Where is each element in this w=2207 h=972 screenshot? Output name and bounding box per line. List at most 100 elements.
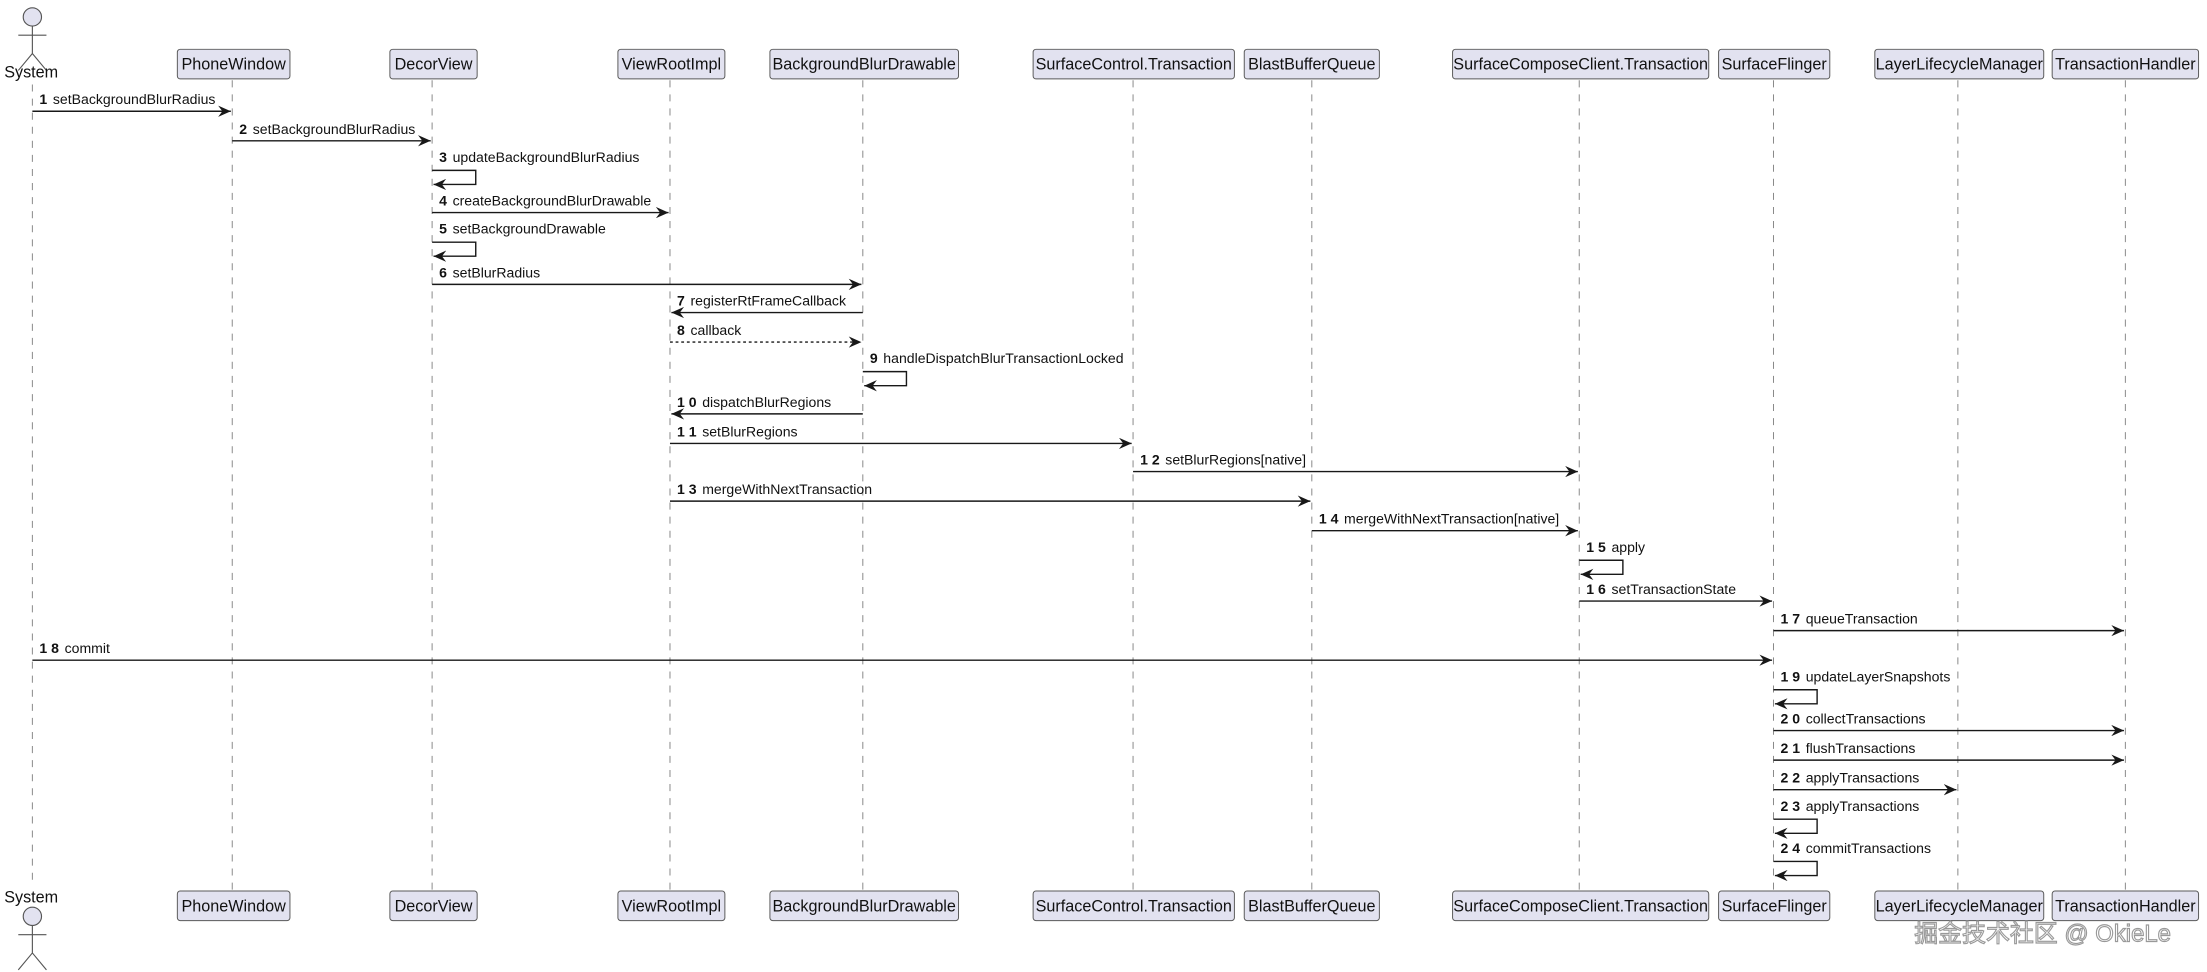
actor-label: System — [4, 63, 58, 81]
message-22[interactable]: 2 2 applyTransactions — [1773, 770, 1957, 796]
message-number: 2 3 — [1781, 798, 1801, 814]
message-14[interactable]: 1 4 mergeWithNextTransaction[native] — [1311, 511, 1578, 537]
message-21[interactable]: 2 1 flushTransactions — [1773, 740, 2124, 766]
participant-surface-compose-client-transaction-bottom[interactable]: SurfaceComposeClient.Transaction — [1452, 890, 1710, 922]
message-3[interactable]: 3 updateBackgroundBlurRadius — [432, 149, 639, 191]
actor-head-icon — [22, 7, 43, 27]
participant-transaction-handler-top[interactable]: TransactionHandler — [2051, 48, 2200, 80]
message-13[interactable]: 1 3 mergeWithNextTransaction — [669, 481, 1311, 507]
message-label: 2 2 applyTransactions — [1781, 770, 1920, 786]
participant-label: BlastBufferQueue — [1248, 56, 1375, 74]
participant-box — [1032, 890, 1235, 922]
message-number: 5 — [439, 221, 447, 237]
message-text: setBackgroundBlurRadius — [253, 121, 416, 137]
message-number: 1 — [39, 91, 47, 107]
message-number: 9 — [870, 350, 878, 366]
message-11[interactable]: 1 1 setBlurRegions — [669, 423, 1132, 450]
message-number: 2 4 — [1781, 840, 1801, 856]
participant-phone-window-top[interactable]: PhoneWindow — [176, 48, 291, 80]
participant-label: BackgroundBlurDrawable — [773, 56, 956, 74]
message-label: 3 updateBackgroundBlurRadius — [439, 149, 639, 165]
message-20[interactable]: 2 0 collectTransactions — [1773, 711, 2124, 737]
message-number: 2 2 — [1781, 770, 1801, 786]
message-17[interactable]: 1 7 queueTransaction — [1773, 611, 2124, 637]
participant-surface-control-transaction-top[interactable]: SurfaceControl.Transaction — [1032, 48, 1235, 80]
participant-label: BlastBufferQueue — [1248, 897, 1375, 915]
participant-phone-window-bottom[interactable]: PhoneWindow — [176, 890, 291, 922]
message-text: queueTransaction — [1806, 611, 1918, 627]
participant-view-root-impl-top[interactable]: ViewRootImpl — [617, 48, 726, 80]
message-4[interactable]: 4 createBackgroundBlurDrawable — [432, 193, 669, 219]
self-message-arrow — [1579, 559, 1624, 580]
message-text: setBlurRegions[native] — [1165, 452, 1306, 468]
participant-box — [389, 48, 478, 80]
message-10[interactable]: 1 0 dispatchBlurRegions — [671, 394, 863, 420]
watermark: 掘金技术社区 @ OkieLe — [1914, 921, 2171, 948]
message-label: 1 3 mergeWithNextTransaction — [677, 481, 872, 497]
participant-box — [176, 890, 291, 922]
message-9[interactable]: 9 handleDispatchBlurTransactionLocked — [862, 350, 1124, 392]
participant-box — [2051, 48, 2200, 80]
message-label: 1 6 setTransactionState — [1586, 581, 1736, 597]
message-8[interactable]: 8 callback — [669, 322, 862, 348]
message-5[interactable]: 5 setBackgroundDrawable — [432, 221, 606, 262]
message-number: 1 3 — [677, 481, 697, 497]
participant-decor-view-bottom[interactable]: DecorView — [389, 890, 478, 922]
message-label: 1 8 commit — [39, 640, 110, 656]
participant-box — [389, 890, 478, 922]
participant-transaction-handler-bottom[interactable]: TransactionHandler — [2051, 890, 2200, 922]
message-number: 7 — [677, 292, 685, 308]
message-24[interactable]: 2 4 commitTransactions — [1773, 840, 1931, 882]
message-number: 8 — [677, 322, 685, 338]
participant-label: PhoneWindow — [182, 56, 287, 74]
participant-background-blur-drawable-top[interactable]: BackgroundBlurDrawable — [769, 48, 960, 80]
self-message-arrow — [1773, 689, 1818, 710]
message-7[interactable]: 7 registerRtFrameCallback — [671, 292, 863, 319]
message-text: commit — [65, 640, 110, 656]
message-23[interactable]: 2 3 applyTransactions — [1773, 798, 1919, 839]
participant-box — [1032, 48, 1235, 80]
participant-view-root-impl-bottom[interactable]: ViewRootImpl — [617, 890, 726, 922]
message-text: apply — [1611, 539, 1645, 555]
message-number: 1 6 — [1586, 581, 1606, 597]
message-12[interactable]: 1 2 setBlurRegions[native] — [1133, 452, 1578, 478]
message-number: 1 7 — [1781, 611, 1801, 627]
message-label: 1 setBackgroundBlurRadius — [39, 91, 215, 107]
message-text: registerRtFrameCallback — [690, 292, 846, 308]
message-label: 5 setBackgroundDrawable — [439, 221, 606, 237]
message-6[interactable]: 6 setBlurRadius — [432, 264, 862, 291]
message-1[interactable]: 1 setBackgroundBlurRadius — [32, 91, 231, 117]
participant-background-blur-drawable-bottom[interactable]: BackgroundBlurDrawable — [769, 890, 960, 922]
participant-surface-flinger-top[interactable]: SurfaceFlinger — [1718, 48, 1831, 80]
message-label: 1 4 mergeWithNextTransaction[native] — [1319, 511, 1559, 527]
message-label: 1 7 queueTransaction — [1781, 611, 1918, 627]
participant-layer-lifecycle-manager-bottom[interactable]: LayerLifecycleManager — [1874, 890, 2045, 922]
participant-decor-view-top[interactable]: DecorView — [389, 48, 478, 80]
message-text: commitTransactions — [1806, 840, 1931, 856]
self-message-arrow — [432, 169, 477, 191]
message-label: 7 registerRtFrameCallback — [677, 292, 847, 308]
message-number: 1 9 — [1781, 668, 1801, 684]
message-19[interactable]: 1 9 updateLayerSnapshots — [1773, 668, 1951, 710]
message-label: 1 9 updateLayerSnapshots — [1781, 668, 1951, 684]
participant-blast-buffer-queue-bottom[interactable]: BlastBufferQueue — [1243, 890, 1380, 922]
participant-blast-buffer-queue-top[interactable]: BlastBufferQueue — [1243, 48, 1380, 80]
message-15[interactable]: 1 5 apply — [1579, 539, 1645, 580]
message-2[interactable]: 2 setBackgroundBlurRadius — [232, 121, 431, 147]
message-number: 6 — [439, 264, 447, 280]
participant-label: LayerLifecycleManager — [1876, 56, 2044, 74]
participant-layer-lifecycle-manager-top[interactable]: LayerLifecycleManager — [1874, 48, 2045, 80]
actor-system-top[interactable]: System — [4, 7, 58, 82]
actor-system-bottom[interactable]: System — [4, 888, 58, 971]
self-message-arrow — [862, 370, 908, 392]
message-label: 2 4 commitTransactions — [1781, 840, 1931, 856]
message-16[interactable]: 1 6 setTransactionState — [1579, 581, 1773, 607]
message-18[interactable]: 1 8 commit — [32, 640, 1773, 666]
participant-surface-flinger-bottom[interactable]: SurfaceFlinger — [1718, 890, 1831, 922]
message-label: 4 createBackgroundBlurDrawable — [439, 193, 651, 209]
participant-surface-compose-client-transaction-top[interactable]: SurfaceComposeClient.Transaction — [1452, 48, 1710, 80]
participant-surface-control-transaction-bottom[interactable]: SurfaceControl.Transaction — [1032, 890, 1235, 922]
message-number: 4 — [439, 193, 447, 209]
message-number: 3 — [439, 149, 447, 165]
participant-box — [1718, 890, 1831, 922]
